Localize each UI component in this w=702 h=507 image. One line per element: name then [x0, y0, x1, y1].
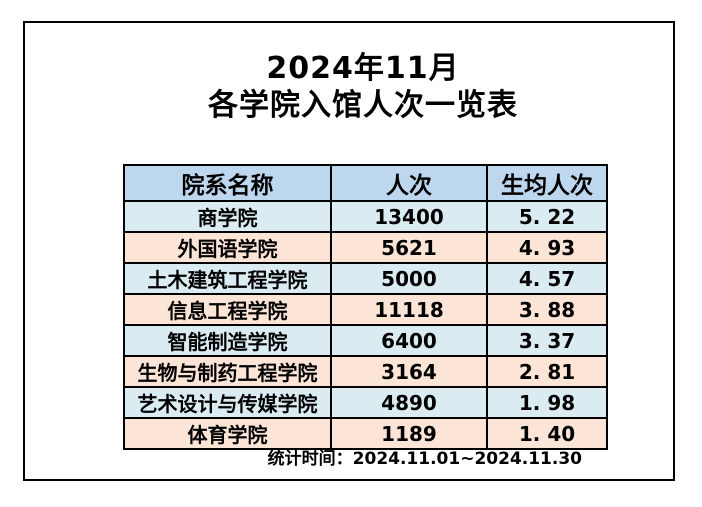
cell-visits: 5621 — [330, 231, 488, 264]
cell-per-student: 5. 22 — [486, 200, 608, 233]
cell-department: 外国语学院 — [123, 231, 332, 264]
cell-visits: 11118 — [330, 293, 488, 326]
cell-department: 智能制造学院 — [123, 324, 332, 357]
table-row: 艺术设计与传媒学院 4890 1. 98 — [123, 386, 608, 419]
page-title: 2024年11月 各学院入馆人次一览表 — [24, 50, 702, 124]
cell-department: 信息工程学院 — [123, 293, 332, 326]
cell-visits: 5000 — [330, 262, 488, 295]
table-row: 外国语学院 5621 4. 93 — [123, 231, 608, 264]
cell-per-student: 3. 88 — [486, 293, 608, 326]
table-row: 智能制造学院 6400 3. 37 — [123, 324, 608, 357]
table-row: 信息工程学院 11118 3. 88 — [123, 293, 608, 326]
page-title-line2: 各学院入馆人次一览表 — [208, 88, 518, 123]
cell-department: 土木建筑工程学院 — [123, 262, 332, 295]
cell-visits: 3164 — [330, 355, 488, 388]
cell-visits: 6400 — [330, 324, 488, 357]
col-header-per-student: 生均人次 — [486, 164, 608, 202]
cell-department: 体育学院 — [123, 417, 332, 450]
table-header: 院系名称 人次 生均人次 — [123, 164, 608, 202]
cell-department: 艺术设计与传媒学院 — [123, 386, 332, 419]
col-header-department: 院系名称 — [123, 164, 332, 202]
cell-per-student: 1. 98 — [486, 386, 608, 419]
cell-per-student: 4. 93 — [486, 231, 608, 264]
cell-visits: 13400 — [330, 200, 488, 233]
attendance-table: 院系名称 人次 生均人次 商学院 13400 5. 22 外国语学院 5621 … — [123, 164, 608, 450]
table-body: 商学院 13400 5. 22 外国语学院 5621 4. 93 土木建筑工程学… — [123, 200, 608, 450]
cell-per-student: 1. 40 — [486, 417, 608, 450]
table-row: 生物与制药工程学院 3164 2. 81 — [123, 355, 608, 388]
cell-visits: 1189 — [330, 417, 488, 450]
cell-per-student: 4. 57 — [486, 262, 608, 295]
col-header-visits: 人次 — [330, 164, 488, 202]
header-row: 院系名称 人次 生均人次 — [123, 164, 608, 202]
table-row: 体育学院 1189 1. 40 — [123, 417, 608, 450]
page-title-line1: 2024年11月 — [266, 51, 460, 86]
cell-department: 生物与制药工程学院 — [123, 355, 332, 388]
cell-per-student: 3. 37 — [486, 324, 608, 357]
table-row: 土木建筑工程学院 5000 4. 57 — [123, 262, 608, 295]
cell-visits: 4890 — [330, 386, 488, 419]
stats-period: 统计时间：2024.11.01~2024.11.30 — [267, 449, 582, 469]
cell-per-student: 2. 81 — [486, 355, 608, 388]
cell-department: 商学院 — [123, 200, 332, 233]
table-row: 商学院 13400 5. 22 — [123, 200, 608, 233]
